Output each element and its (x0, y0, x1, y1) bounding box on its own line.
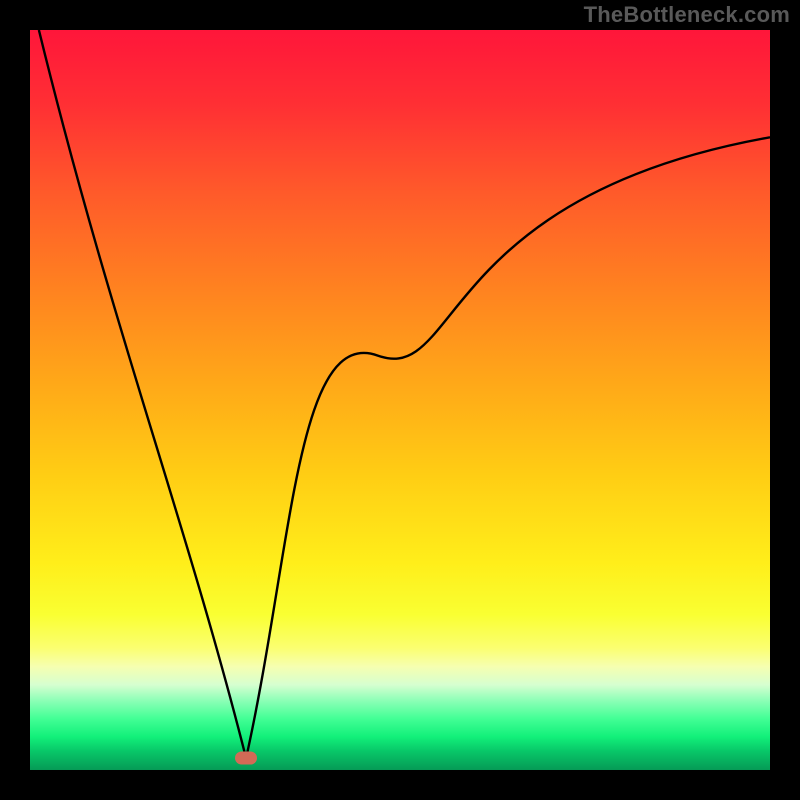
plot-area (30, 30, 770, 770)
watermark-text: TheBottleneck.com (584, 2, 790, 28)
chart-curves (30, 30, 770, 770)
curve-right (246, 137, 770, 758)
minimum-marker (235, 752, 257, 765)
curve-left (39, 30, 246, 758)
chart-container: TheBottleneck.com (0, 0, 800, 800)
